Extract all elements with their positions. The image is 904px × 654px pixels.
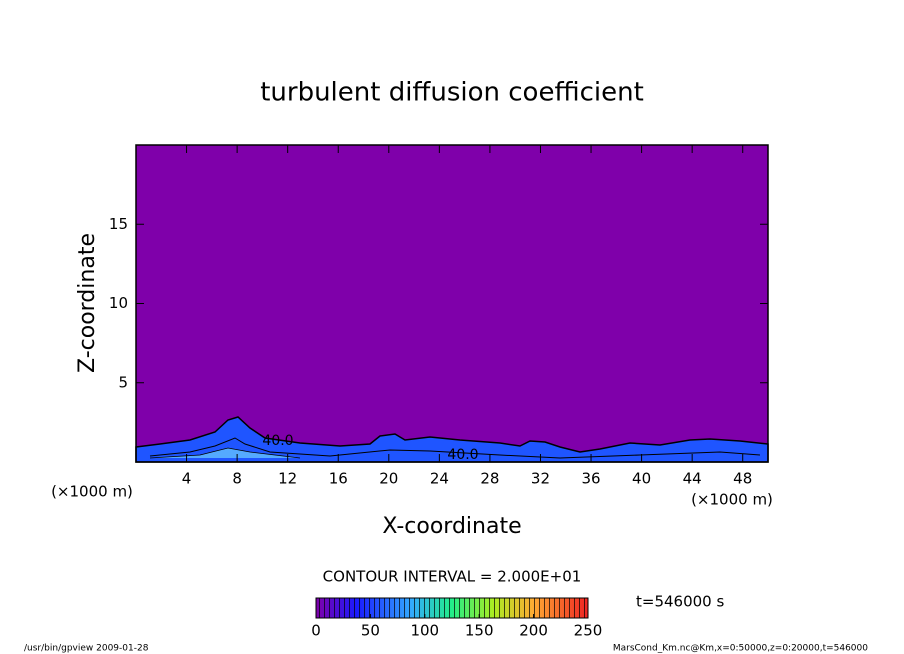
x-tick-label: 24 [430,470,449,488]
colorbar-tick-label: 250 [574,622,603,640]
contour-line [149,437,761,459]
contour-interval: CONTOUR INTERVAL = 2.000E+01 [323,568,582,586]
colorbar-tick-label: 200 [519,622,548,640]
colorbar-frame [315,597,589,619]
colorbar-tick-label: 50 [361,622,380,640]
y-axis-label: Z-coordinate [75,233,100,373]
colorbar-tick-label: 100 [410,622,439,640]
field-core [149,447,301,459]
time-label: t=546000 s [636,593,724,611]
footer-right: MarsCond_Km.nc@Km,x=0:50000,z=0:20000,t=… [613,644,868,654]
x-tick-label: 4 [182,470,192,488]
colorbar-tick-label: 150 [465,622,494,640]
colorbar-tick-label: 0 [311,622,321,640]
contour-label: 40.0 [447,447,478,463]
footer-left: /usr/bin/gpview 2009-01-28 [24,644,149,654]
contour-label: 40.0 [262,433,293,449]
x-tick-label: 44 [683,470,702,488]
x-tick-label: 20 [379,470,398,488]
y-tick-label: 10 [109,294,128,312]
field-band [135,416,769,463]
y-unit: (×1000 m) [51,483,133,501]
x-tick-label: 16 [329,470,348,488]
x-axis-label: X-coordinate [382,514,521,539]
plot-area [136,145,768,462]
x-tick-label: 8 [232,470,242,488]
x-tick-label: 36 [581,470,600,488]
y-tick-label: 15 [109,215,128,233]
chart-title: turbulent diffusion coefficient [260,78,644,108]
x-tick-label: 12 [278,470,297,488]
x-tick-label: 48 [733,470,752,488]
x-unit: (×1000 m) [691,491,773,509]
x-tick-label: 40 [632,470,651,488]
x-tick-label: 28 [480,470,499,488]
x-tick-label: 32 [531,470,550,488]
y-tick-label: 5 [118,373,128,391]
